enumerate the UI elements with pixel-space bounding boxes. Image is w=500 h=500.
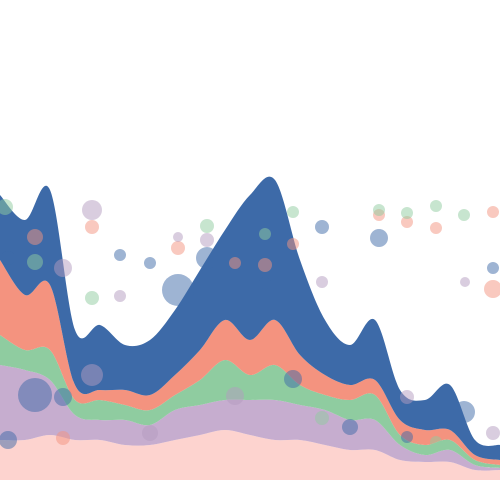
area [0,430,500,480]
bubble [18,378,52,412]
bubble [315,220,329,234]
bubble [370,229,388,247]
bubble [342,419,358,435]
bubble [373,204,385,216]
bubble [27,229,43,245]
bubble [171,241,185,255]
bubble [82,200,102,220]
area [0,260,500,465]
bubble [0,199,13,215]
bubble [1,251,15,265]
bubble [258,258,272,272]
area [0,176,500,460]
bubble [259,228,271,240]
bubble [430,222,442,234]
bubble [81,364,103,386]
bubble [401,216,413,228]
bubble [229,257,241,269]
bubble [259,277,271,289]
bubble [453,401,475,423]
bubble [401,431,413,443]
bubble [487,206,499,218]
bubble [56,431,70,445]
bubble [114,249,126,261]
bubble [316,276,328,288]
bubble [486,426,500,440]
bubble [315,411,329,425]
bubble [173,232,183,242]
bubble [114,290,126,302]
bubble [54,388,72,406]
bubble [484,280,500,298]
bubble [0,431,17,449]
area [0,335,500,468]
bubble [287,238,299,250]
bubble [287,206,299,218]
bubble [85,291,99,305]
bubble [142,425,158,441]
bubble [144,257,156,269]
bubble [284,370,302,388]
bubble [430,436,442,448]
bubble [226,387,244,405]
bubble [460,277,470,287]
area [0,365,500,471]
bubble [400,390,414,404]
bubble [458,209,470,221]
bubble [196,247,218,269]
bubble [430,200,442,212]
bubble [27,254,43,270]
bubble [200,233,214,247]
bubble [85,220,99,234]
bubble [487,262,499,274]
bubble [54,259,72,277]
bubble [162,274,194,306]
bubble [401,207,413,219]
bubble [200,219,214,233]
